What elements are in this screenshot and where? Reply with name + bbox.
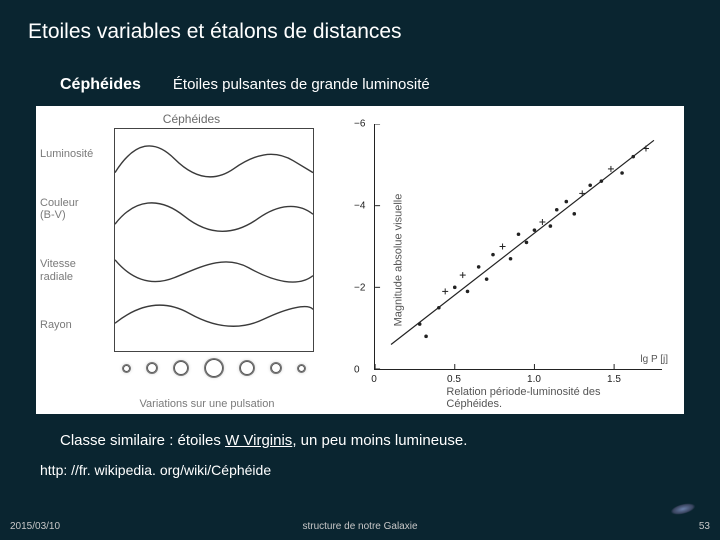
xtick-label: 0.5 <box>447 374 461 385</box>
star-icon <box>174 361 188 375</box>
caption-post: , un peu moins lumineuse. <box>292 432 467 449</box>
subtitle-row: Céphéides Étoiles pulsantes de grande lu… <box>60 76 430 94</box>
ytick-label: −2 <box>354 283 365 294</box>
ytick-label: −4 <box>354 201 365 212</box>
xlabel-extra: lg P [j] <box>640 354 668 365</box>
star-size-row <box>114 354 314 382</box>
star-icon <box>271 363 281 373</box>
xtick-label: 1.5 <box>607 374 621 385</box>
ylabel-vitesse: Vitesse radiale <box>40 258 108 282</box>
page-title: Etoiles variables et étalons de distance… <box>28 20 402 44</box>
star-icon <box>298 365 305 372</box>
ylabel-luminosite: Luminosité <box>40 148 108 160</box>
left-ylabels: Luminosité Couleur (B-V) Vitesse radiale… <box>40 130 108 350</box>
right-figure-caption: Relation période-luminosité des Céphéide… <box>446 386 604 410</box>
left-figure: Céphéides Luminosité Couleur (B-V) Vites… <box>36 106 324 414</box>
footer-page: 53 <box>699 521 710 532</box>
wikipedia-url: http: //fr. wikipedia. org/wiki/Céphéide <box>40 462 271 478</box>
star-icon <box>205 359 223 377</box>
pulsation-curves <box>114 128 314 352</box>
ytick-label: −6 <box>354 119 365 130</box>
right-figure: Magnitude absolue visuelle −6−4−20 00.51… <box>324 106 684 414</box>
star-icon <box>123 365 130 372</box>
galaxy-logo-icon <box>662 496 703 523</box>
left-figure-title: Céphéides <box>163 112 220 126</box>
left-figure-caption: Variations sur une pulsation <box>140 398 275 410</box>
caption-pre: Classe similaire : étoiles <box>60 432 225 449</box>
xtick-label: 0 <box>371 374 377 385</box>
subtitle-bold: Céphéides <box>60 76 141 94</box>
ytick-label: 0 <box>354 365 360 376</box>
xtick-label: 1.0 <box>527 374 541 385</box>
ylabel-rayon: Rayon <box>40 319 108 331</box>
footer-date: 2015/03/10 <box>10 521 60 532</box>
subtitle-normal: Étoiles pulsantes de grande luminosité <box>173 76 430 93</box>
caption-line: Classe similaire : étoiles W Virginis, u… <box>60 432 467 449</box>
scatter-plot <box>374 124 662 370</box>
star-icon <box>240 361 254 375</box>
footer-center: structure de notre Galaxie <box>302 521 417 532</box>
w-virginis-link[interactable]: W Virginis <box>225 432 292 449</box>
star-icon <box>147 363 157 373</box>
figure-area: Céphéides Luminosité Couleur (B-V) Vites… <box>36 106 684 414</box>
ylabel-couleur: Couleur (B-V) <box>40 197 108 221</box>
